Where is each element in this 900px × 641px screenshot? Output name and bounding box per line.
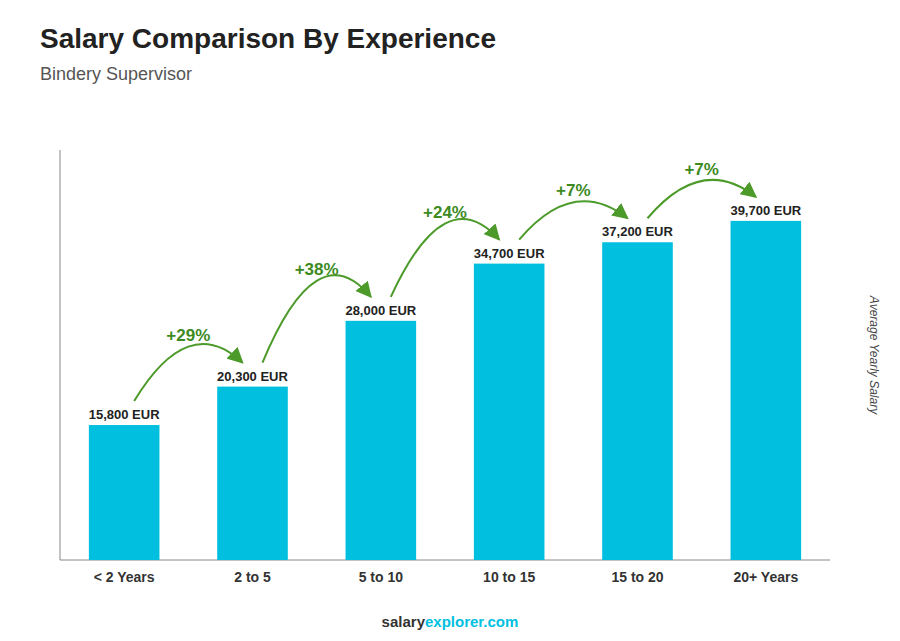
bar [602,242,673,560]
title: Salary Comparison By Experience [40,23,496,54]
bar [346,321,417,560]
chart-container: Salary Comparison By Experience Bindery S… [0,0,900,641]
x-tick-label: 15 to 20 [611,569,663,585]
bars [89,221,801,560]
bar [731,221,802,560]
data-label: 28,000 EUR [345,303,416,318]
x-tick-label: 5 to 10 [359,569,404,585]
x-tick-label: < 2 Years [94,569,155,585]
footer-part: salary [382,613,426,630]
chart-svg: Salary Comparison By Experience Bindery S… [0,0,900,641]
change-arrow [648,180,756,218]
footer-part: explorer.com [425,613,518,630]
subtitle: Bindery Supervisor [40,64,192,84]
data-label: 15,800 EUR [89,407,160,422]
bar [89,425,160,560]
change-label: +38% [295,260,339,279]
data-label: 34,700 EUR [474,246,545,261]
bar [474,264,545,560]
change-label: +24% [423,203,467,222]
change-label: +7% [684,160,719,179]
change-arrow [391,219,499,297]
change-arrow [519,201,627,239]
x-axis-line [60,560,830,561]
x-tick-label: 10 to 15 [483,569,535,585]
change-label: +29% [166,326,210,345]
change-arrow [263,275,371,362]
x-tick-label: 2 to 5 [234,569,271,585]
x-tick-label: 20+ Years [733,569,798,585]
data-label: 39,700 EUR [730,203,801,218]
change-label: +7% [556,181,591,200]
y-axis-label: Average Yearly Salary [867,295,881,415]
bar [217,387,288,560]
change-arrow [134,344,242,401]
data-label: 37,200 EUR [602,224,673,239]
data-label: 20,300 EUR [217,369,288,384]
footer: salaryexplorer.com [382,613,519,630]
y-axis-line [60,150,61,560]
